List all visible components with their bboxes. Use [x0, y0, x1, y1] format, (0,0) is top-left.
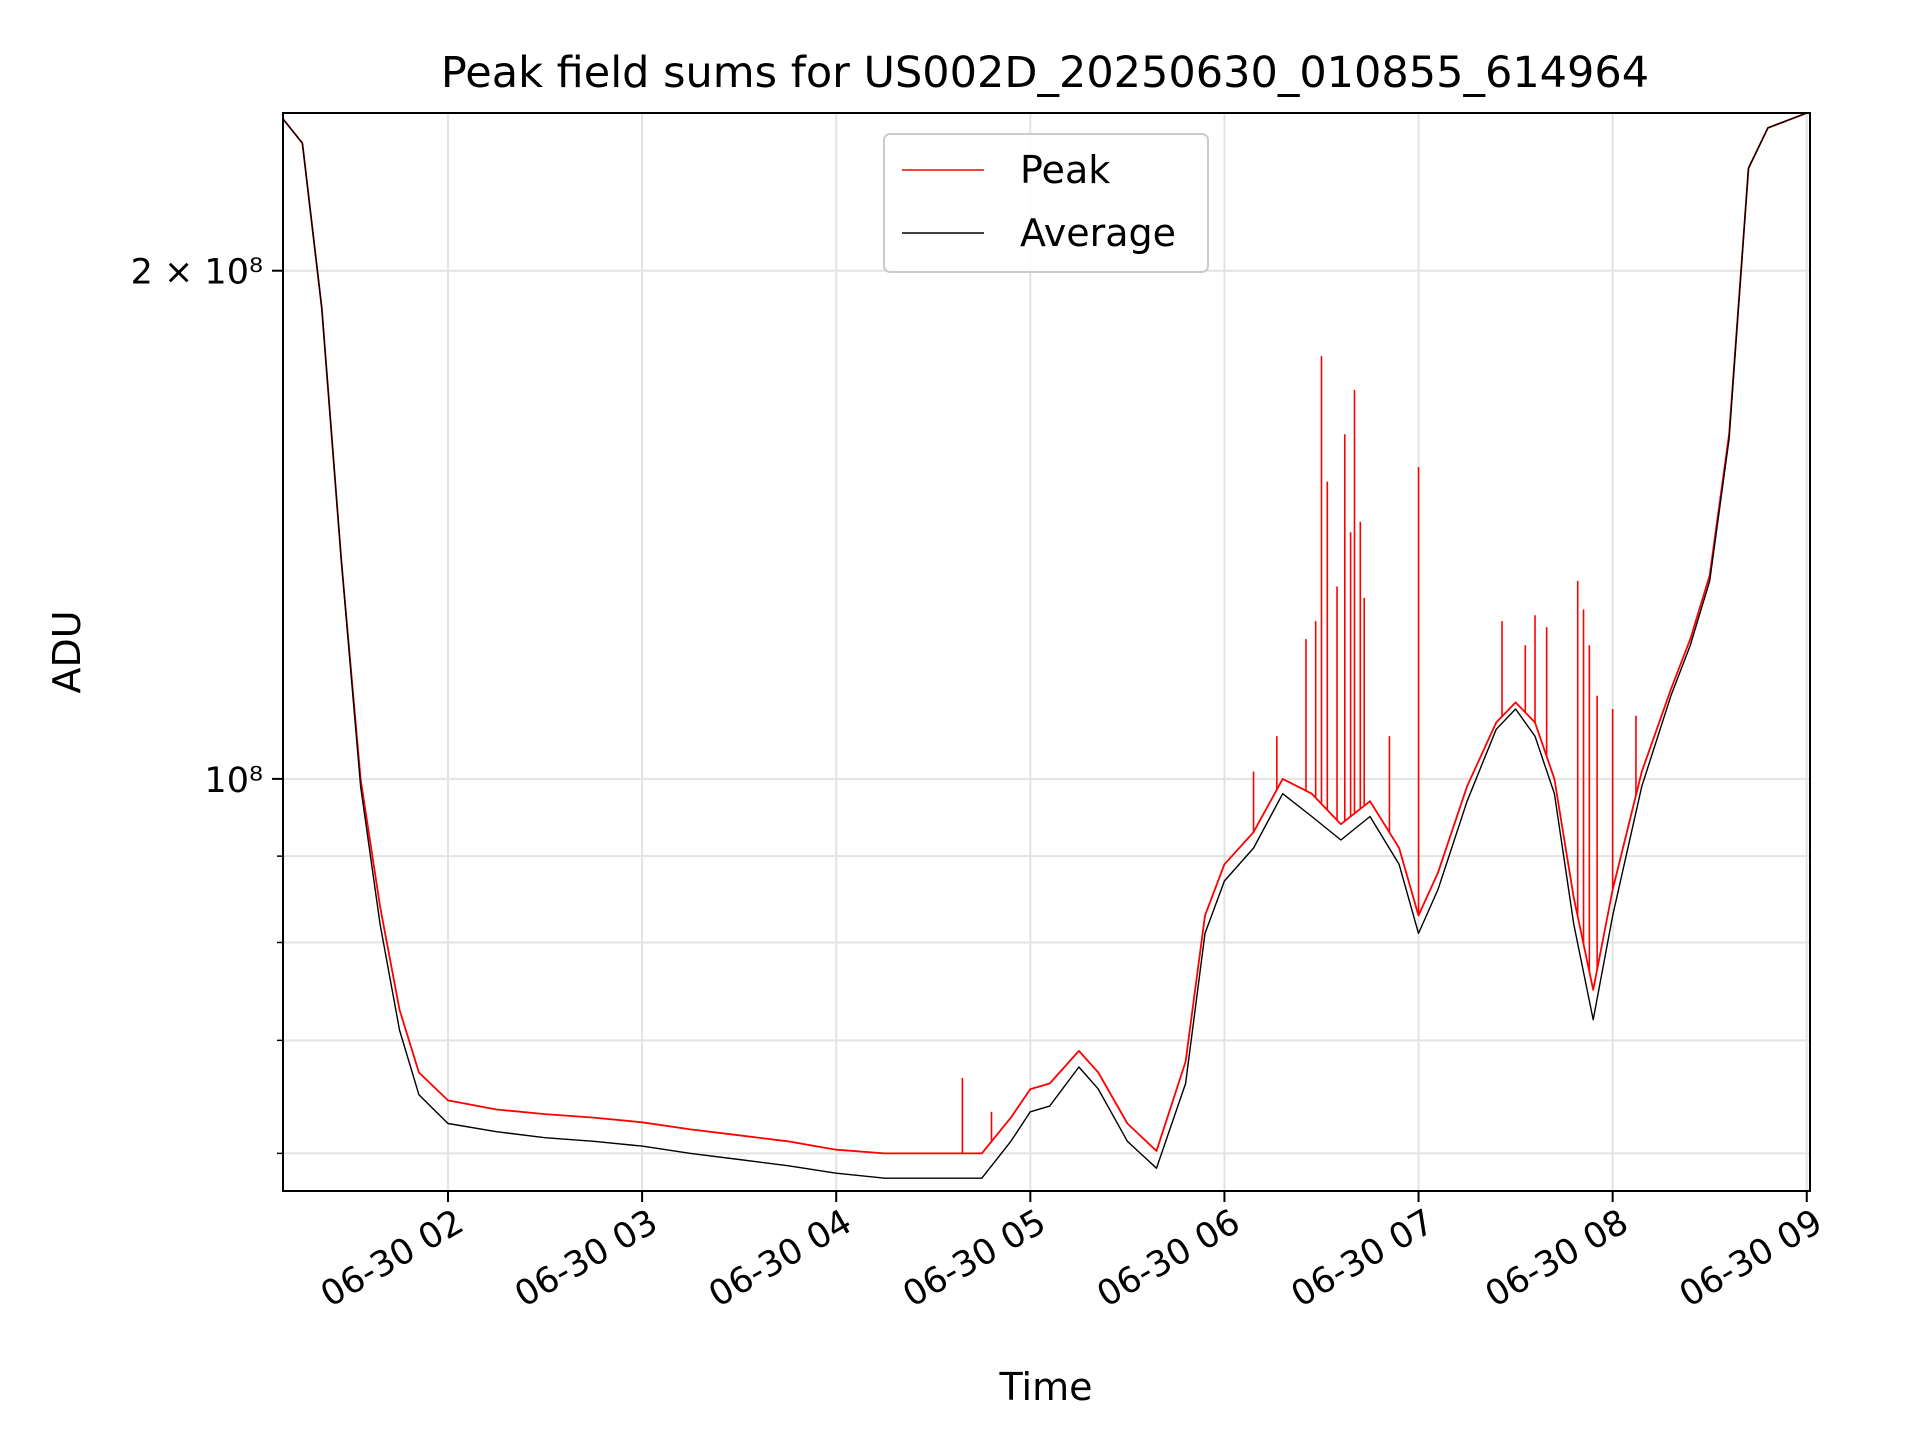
legend-label-average: Average [1020, 211, 1176, 255]
chart-title: Peak field sums for US002D_20250630_0108… [441, 48, 1649, 98]
plot-area [282, 112, 1808, 1179]
legend-box [883, 133, 1209, 273]
series-line-average [282, 112, 1808, 1179]
y-tick-label: 10⁸ [204, 761, 263, 801]
series-line-peak [282, 112, 1808, 1155]
y-axis-label: ADU [45, 610, 89, 693]
x-axis-label: Time [999, 1365, 1093, 1409]
plot-frame [282, 112, 1811, 1192]
y-axis: 2 × 10⁸ 10⁸ [131, 253, 283, 1155]
y-tick-label: 2 × 10⁸ [131, 253, 263, 293]
legend-label-peak: Peak [1020, 148, 1110, 192]
legend: Peak Average [883, 133, 1209, 273]
grid [283, 113, 1810, 1191]
